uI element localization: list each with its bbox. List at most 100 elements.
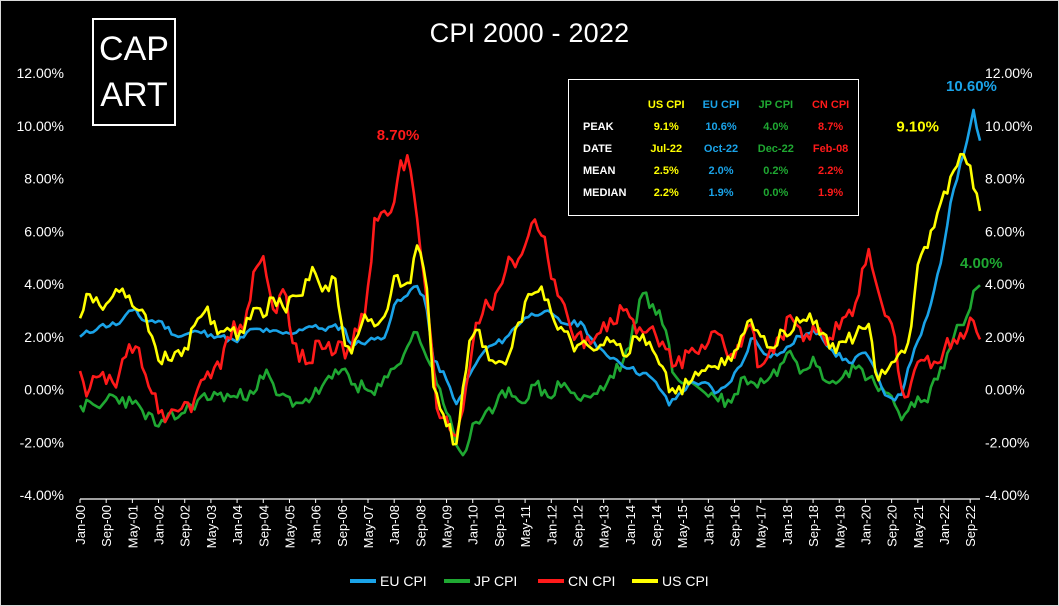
x-tick-label: Sep-06 [335, 505, 350, 547]
stats-corner [583, 94, 639, 116]
stats-header-row: US CPI EU CPI JP CPI CN CPI [583, 94, 858, 116]
y-tick-label-left: 0.00% [24, 382, 64, 398]
stats-row-date: DATE Jul-22 Oct-22 Dec-22 Feb-08 [583, 138, 858, 160]
x-tick-label: Jan-04 [230, 505, 245, 545]
x-tick-label: Jan-20 [858, 505, 873, 545]
y-tick-label-right: -4.00% [985, 487, 1029, 503]
y-tick-label-right: -2.00% [985, 434, 1029, 450]
stats-cell: Dec-22 [757, 143, 794, 155]
logo-line-2: ART [100, 76, 168, 114]
stats-table-box: US CPI EU CPI JP CPI CN CPI PEAK 9.1% 10… [568, 79, 859, 216]
x-tick-label: Sep-00 [99, 505, 114, 547]
stats-row-peak: PEAK 9.1% 10.6% 4.0% 8.7% [583, 116, 858, 138]
stats-cell: 2.0% [708, 165, 734, 177]
stats-cell: Feb-08 [812, 143, 849, 155]
stats-cell: 2.2% [653, 187, 679, 199]
y-tick-label-right: 12.00% [985, 65, 1032, 81]
x-tick-label: Jan-16 [701, 505, 716, 545]
x-tick-label: Sep-08 [413, 505, 428, 547]
x-tick-label: May-03 [204, 505, 219, 548]
x-tick-label: May-13 [597, 505, 612, 548]
stats-row-label: MEAN [583, 165, 616, 177]
x-tick-label: May-09 [440, 505, 455, 548]
x-tick-label: Jan-06 [309, 505, 324, 545]
x-tick-label: May-15 [675, 505, 690, 548]
x-tick-label: Jan-12 [544, 505, 559, 545]
legend-entry: US CPI [662, 573, 709, 589]
x-tick-label: May-01 [125, 505, 140, 548]
y-tick-label-right: 0.00% [985, 382, 1025, 398]
x-tick-label: Jan-02 [152, 505, 167, 545]
stats-cell: 1.9% [818, 187, 844, 199]
x-tick-label: Jan-00 [73, 505, 88, 545]
x-tick-label: Sep-22 [963, 505, 978, 547]
y-tick-label-right: 10.00% [985, 118, 1032, 134]
x-tick-label: Sep-12 [570, 505, 585, 547]
y-tick-label-right: 2.00% [985, 329, 1025, 345]
stats-cell: 10.6% [705, 121, 737, 133]
stats-row-label: PEAK [583, 121, 614, 133]
x-tick-label: Sep-04 [256, 505, 271, 547]
stats-cell: 2.5% [653, 165, 679, 177]
x-tick-label: May-17 [754, 505, 769, 548]
annotation-label: 8.70% [377, 127, 420, 144]
stats-cell: 0.0% [763, 187, 789, 199]
series-line-us [78, 152, 982, 446]
y-tick-label-left: 12.00% [17, 65, 64, 81]
x-tick-label: Sep-10 [492, 505, 507, 547]
legend-entry: EU CPI [380, 573, 427, 589]
stats-row-median: MEDIAN 2.2% 1.9% 0.0% 1.9% [583, 182, 858, 204]
y-tick-label-right: 4.00% [985, 276, 1025, 292]
y-tick-label-left: 4.00% [24, 276, 64, 292]
stats-header-eu: EU CPI [702, 99, 740, 111]
logo-line-1: CAP [99, 30, 169, 68]
stats-cell: 2.2% [818, 165, 844, 177]
stats-header-cn: CN CPI [811, 99, 850, 111]
stats-table: US CPI EU CPI JP CPI CN CPI PEAK 9.1% 10… [583, 94, 858, 204]
stats-cell: Jul-22 [650, 143, 683, 155]
x-tick-label: May-05 [282, 505, 297, 548]
legend-entry: JP CPI [474, 573, 517, 589]
y-tick-label-left: 8.00% [24, 171, 64, 187]
stats-header-jp: JP CPI [758, 99, 794, 111]
series-line-jp [78, 284, 981, 457]
series-line-cn [78, 154, 982, 438]
x-tick-label: Jan-10 [466, 505, 481, 545]
y-tick-label-left: 10.00% [17, 118, 64, 134]
stats-row-label: DATE [583, 143, 613, 155]
chart-title: CPI 2000 - 2022 [429, 18, 630, 48]
x-tick-label: Sep-16 [728, 505, 743, 547]
cap-art-logo: CAP ART [92, 18, 176, 126]
stats-header-us: US CPI [647, 99, 685, 111]
annotation-label: 10.60% [946, 78, 997, 95]
x-tick-label: Sep-20 [885, 505, 900, 547]
x-tick-label: Jan-14 [623, 505, 638, 545]
y-tick-label-left: -4.00% [20, 487, 64, 503]
stats-cell: 4.0% [763, 121, 789, 133]
stats-cell: 0.2% [763, 165, 789, 177]
legend-entry: CN CPI [568, 573, 615, 589]
x-tick-label: Jan-22 [937, 505, 952, 545]
y-tick-label-left: -2.00% [20, 434, 64, 450]
annotation-label: 9.10% [896, 118, 939, 135]
x-tick-label: Sep-18 [806, 505, 821, 547]
x-tick-label: May-11 [518, 505, 533, 547]
stats-cell: Oct-22 [703, 143, 739, 155]
y-tick-label-left: 2.00% [24, 329, 64, 345]
x-tick-label: May-19 [832, 505, 847, 548]
x-tick-label: Sep-02 [178, 505, 193, 547]
y-tick-label-left: 6.00% [24, 223, 64, 239]
y-tick-label-right: 8.00% [985, 171, 1025, 187]
x-tick-label: Sep-14 [649, 505, 664, 547]
annotation-label: 4.00% [960, 255, 1003, 272]
stats-cell: 1.9% [708, 187, 734, 199]
x-tick-label: Jan-18 [780, 505, 795, 545]
stats-cell: 9.1% [653, 121, 679, 133]
stats-row-mean: MEAN 2.5% 2.0% 0.2% 2.2% [583, 160, 858, 182]
x-tick-label: May-07 [361, 505, 376, 548]
stats-row-label: MEDIAN [583, 187, 627, 199]
x-tick-label: Jan-08 [387, 505, 402, 545]
y-tick-label-right: 6.00% [985, 223, 1025, 239]
stats-cell: 8.7% [818, 121, 844, 133]
